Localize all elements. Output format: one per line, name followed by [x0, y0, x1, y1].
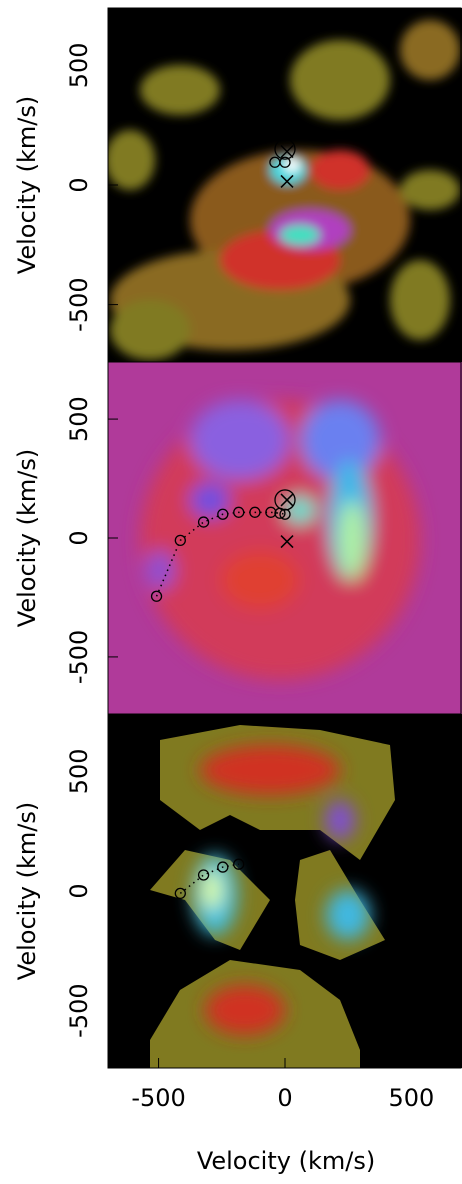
y-axis-label: Velocity (km/s): [13, 802, 41, 980]
y-tick-label: 0: [65, 530, 93, 545]
y-tick-label: -500: [65, 630, 93, 684]
x-tick-label: 0: [277, 1084, 292, 1112]
y-tick-label: 500: [65, 42, 93, 88]
y-axis-label: Velocity (km/s): [13, 449, 41, 627]
y-tick-label: 0: [65, 177, 93, 192]
map-background: [108, 362, 462, 714]
y-tick-label: 500: [65, 396, 93, 442]
map-background: [108, 714, 462, 1068]
x-tick-label: -500: [131, 1084, 185, 1112]
x-axis-label: Velocity (km/s): [197, 1147, 375, 1175]
y-tick-label: 500: [65, 748, 93, 794]
y-tick-label: 0: [65, 883, 93, 898]
figure: Velocity (km/s) -5000500Velocity (km/s)-…: [0, 0, 462, 1180]
x-tick-label: 500: [389, 1084, 435, 1112]
y-tick-label: -500: [65, 277, 93, 331]
y-axis-label: Velocity (km/s): [13, 96, 41, 274]
y-tick-label: -500: [65, 983, 93, 1037]
